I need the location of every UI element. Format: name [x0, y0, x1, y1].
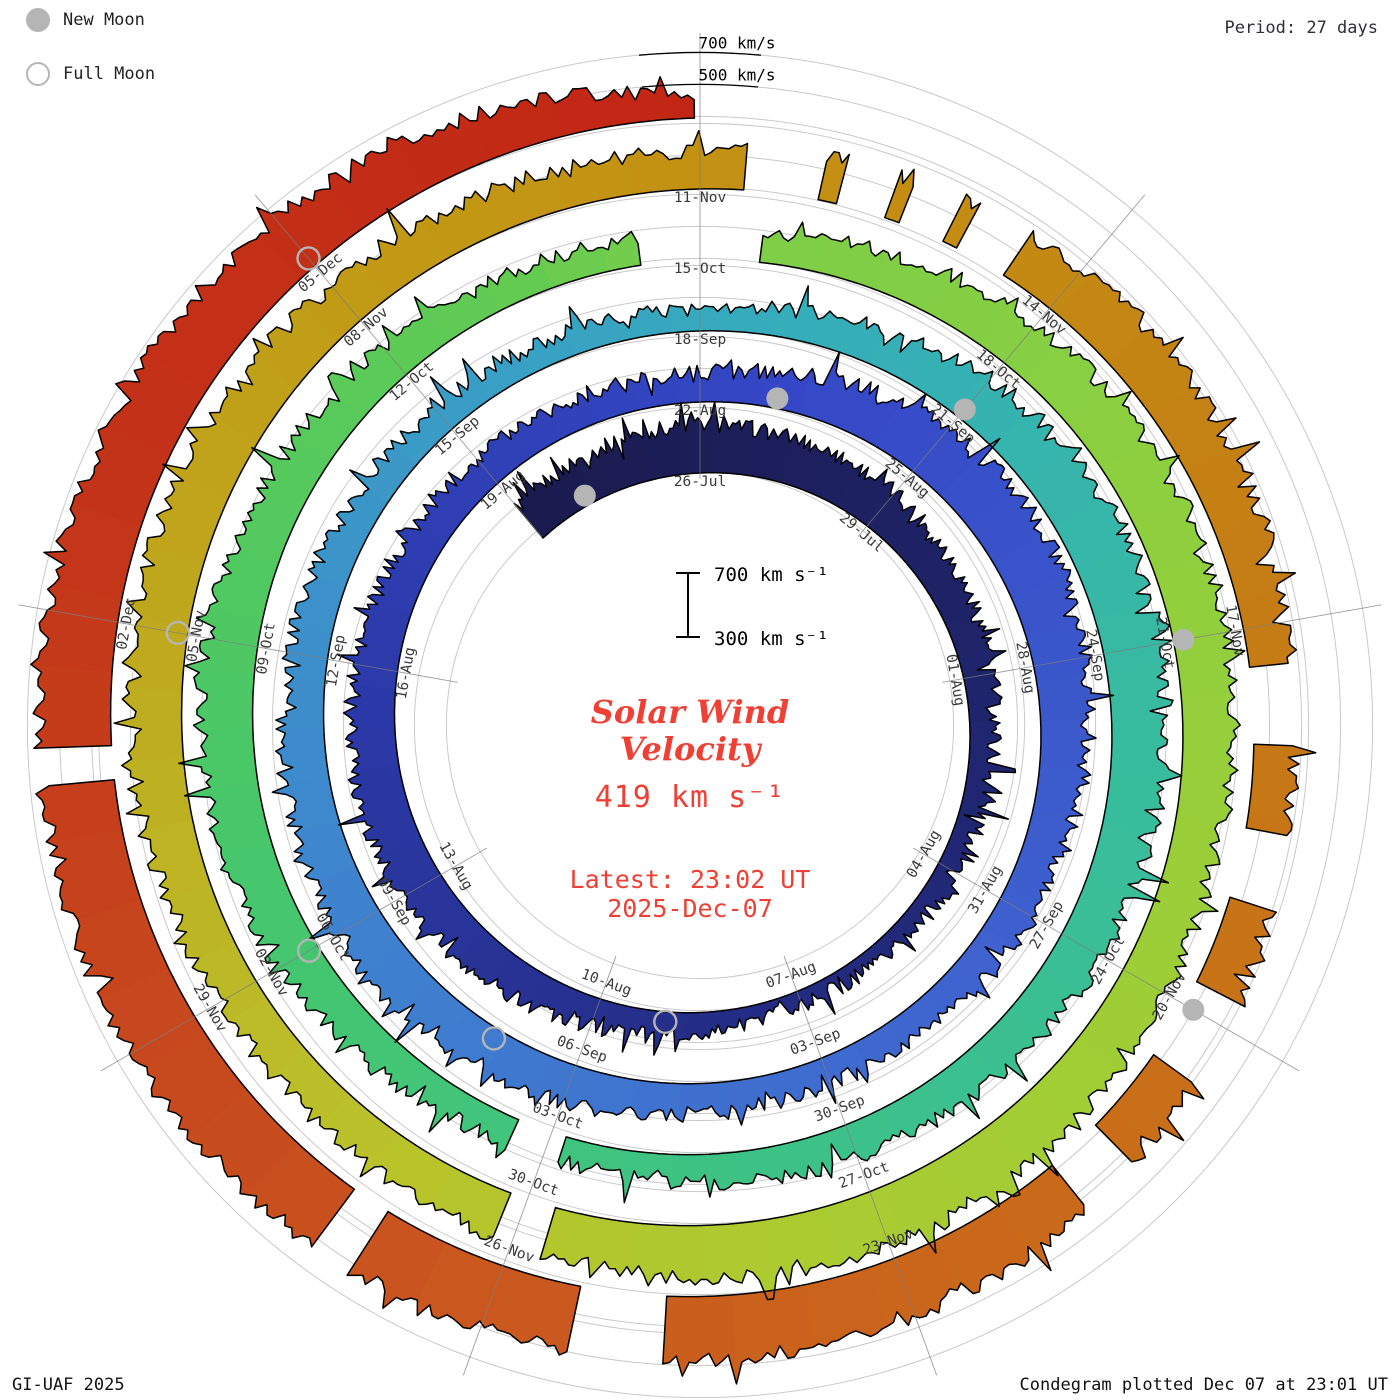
velocity-band-segment — [731, 1143, 792, 1185]
velocity-band-segment — [662, 1294, 737, 1384]
latest-time: Latest: 23:02 UT — [569, 865, 811, 894]
new-moon-marker — [1172, 628, 1195, 651]
velocity-band-segment — [682, 1010, 723, 1041]
legend-full-moon-row: Full Moon — [26, 62, 155, 86]
velocity-band-outline — [817, 150, 851, 205]
velocity-band-outline — [30, 76, 696, 750]
velocity-band-segment — [619, 1149, 678, 1203]
date-label: 11-Nov — [674, 190, 727, 206]
period-label: Period: 27 days — [1224, 18, 1378, 38]
sector-spoke — [942, 604, 1382, 683]
velocity-band-segment — [674, 363, 720, 404]
velocity-band-segment — [618, 305, 672, 342]
plot-title-line2: Velocity — [619, 730, 761, 768]
full-moon-label: Full Moon — [63, 64, 156, 84]
velocity-band-segment — [634, 75, 695, 123]
date-label: 22-Aug — [674, 403, 726, 419]
sector-spoke — [783, 956, 938, 1376]
velocity-band-segment — [288, 577, 346, 635]
full-moon-marker — [296, 938, 322, 963]
full-moon-marker — [296, 246, 321, 271]
velocity-band-segment — [581, 1069, 637, 1117]
plotted-timestamp: Condegram plotted Dec 07 at 23:01 UT — [1019, 1375, 1388, 1395]
velocity-band-outline — [1245, 743, 1317, 837]
velocity-band-outline — [271, 285, 1183, 1204]
sector-spoke — [462, 956, 617, 1376]
new-moon-marker — [766, 387, 789, 410]
outer-ring-label: 500 km/s — [698, 65, 775, 84]
sector-spoke — [100, 847, 488, 1072]
velocity-band-segment — [29, 664, 113, 749]
outer-ring-labels: 700 km/s 500 km/s — [638, 33, 776, 88]
sector-spoke — [254, 194, 543, 537]
latest-date: 2025-Dec-07 — [607, 894, 773, 923]
velocity-band-outline — [1002, 230, 1298, 668]
new-moon-label: New Moon — [63, 10, 145, 30]
legend-new-moon-row: New Moon — [26, 8, 155, 32]
new-moon-icon — [26, 8, 50, 32]
date-label: 15-Oct — [674, 261, 726, 277]
full-moon-marker — [481, 1026, 507, 1051]
velocity-band-segment — [631, 1222, 702, 1287]
center-annotation: Solar Wind Velocity 419 km s⁻¹ Latest: 2… — [430, 693, 950, 924]
velocity-band-outline — [178, 230, 642, 1159]
new-moon-marker — [953, 398, 976, 421]
velocity-band-segment — [275, 677, 326, 730]
sector-spokes — [18, 33, 1382, 1376]
velocity-band-outline — [883, 168, 915, 224]
velocity-band-segment — [713, 414, 754, 476]
outer-ring-label: 700 km/s — [698, 33, 775, 52]
velocity-band-segment — [626, 130, 700, 196]
velocity-band-outline — [1195, 896, 1278, 1008]
velocity-band-segment — [343, 683, 396, 729]
velocity-band-outlines — [30, 76, 1317, 1385]
velocity-band-outline — [1094, 1053, 1205, 1163]
moon-legend: New Moon Full Moon — [26, 8, 155, 116]
velocity-band-segment — [759, 221, 828, 273]
velocity-band-segment — [698, 130, 748, 191]
credit-label: GI-UAF 2025 — [12, 1375, 125, 1395]
sector-spoke — [18, 604, 458, 683]
velocity-band-outline — [346, 1210, 582, 1356]
velocity-band-segment — [178, 729, 259, 796]
full-moon-marker — [165, 620, 191, 646]
velocity-band-outline — [35, 778, 356, 1248]
full-moon-icon — [26, 62, 50, 86]
velocity-band-outline — [662, 1164, 1085, 1385]
velocity-band-segment — [1180, 691, 1241, 760]
date-label: 26-Jul — [674, 474, 726, 490]
new-moon-marker — [573, 484, 596, 507]
sector-spoke — [857, 194, 1146, 537]
current-velocity-value: 419 km s⁻¹ — [594, 780, 786, 815]
velocity-band-segment — [731, 1284, 814, 1384]
outer-reference-arc — [641, 83, 759, 88]
velocity-band-segment — [30, 583, 123, 673]
sector-spoke — [912, 847, 1300, 1072]
velocity-band-segment — [1033, 764, 1092, 817]
new-moon-marker — [1182, 998, 1205, 1021]
velocity-band-outline — [113, 129, 749, 1241]
date-label: 18-Sep — [674, 332, 726, 348]
moon-markers — [165, 246, 1205, 1051]
outer-reference-arc — [638, 51, 762, 56]
plot-title-line1: Solar Wind — [590, 693, 790, 731]
velocity-band-outline — [539, 221, 1246, 1301]
velocity-band-segment — [345, 727, 400, 773]
velocity-band-segment — [458, 1094, 520, 1159]
velocity-band-outline — [942, 193, 982, 249]
full-moon-marker — [653, 1009, 678, 1034]
